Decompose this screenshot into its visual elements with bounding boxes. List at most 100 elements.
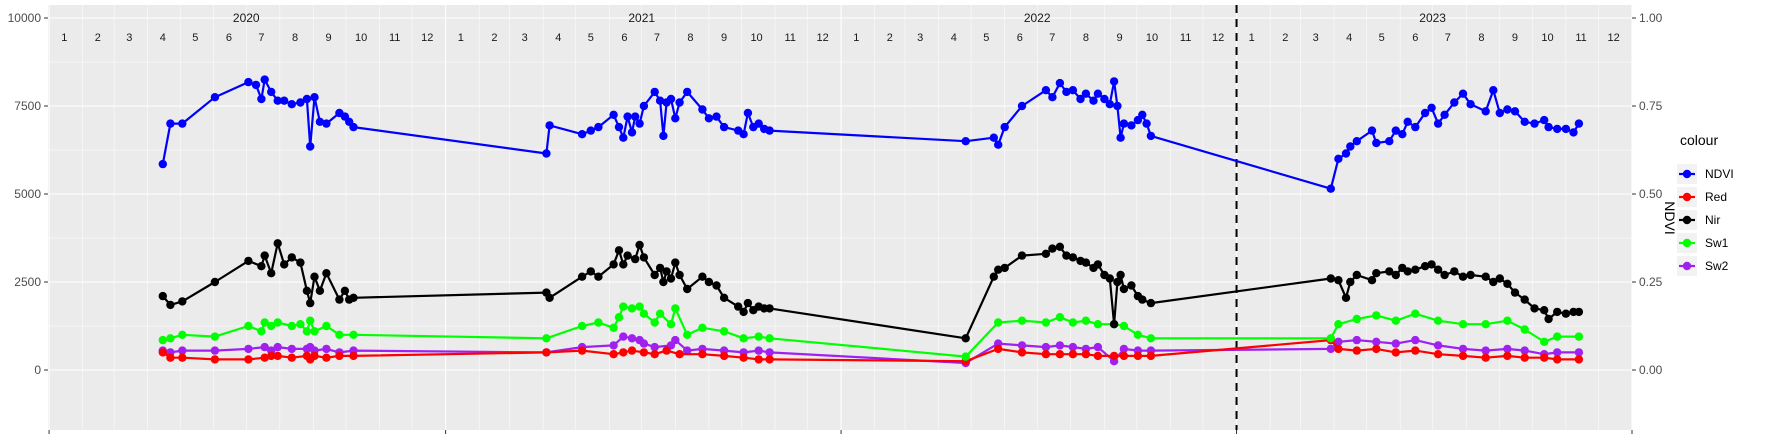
data-point-ndvi [577,130,587,139]
data-point-sw1 [306,316,315,325]
data-point-sw2 [1503,344,1512,354]
data-point-red [322,353,331,362]
data-point-nir [1367,276,1377,285]
data-point-ndvi [1385,137,1394,146]
data-point-ndvi [1093,89,1103,98]
month-label: 12 [421,32,433,44]
data-point-nir [1341,293,1351,302]
data-point-ndvi [1109,77,1119,86]
data-point-red [1503,351,1512,361]
data-point-ndvi [210,93,220,102]
data-point-sw1 [302,327,312,336]
data-point-sw1 [614,313,624,322]
data-point-sw2 [1574,348,1584,357]
data-point-nir [1520,295,1529,304]
data-point-ndvi [609,110,618,120]
panel-background [48,5,1632,430]
data-point-red [698,350,707,359]
data-point-red [1372,344,1381,354]
data-point-sw1 [1334,320,1343,329]
data-point-sw1 [1133,330,1143,339]
data-point-red [1017,348,1027,357]
data-point-ndvi [1458,89,1468,98]
month-label: 10 [750,32,762,44]
data-point-nir [1116,270,1125,280]
data-point-ndvi [302,94,312,104]
data-point-nir [1138,295,1147,304]
data-point-ndvi [1420,108,1430,118]
data-point-red [1119,351,1129,361]
y-left-tick-label: 7500 [14,99,41,113]
y-right-tick-label: 0.25 [1639,275,1663,289]
legend-key-point [1682,192,1692,202]
data-point-ndvi [296,98,305,107]
data-point-sw1 [619,302,628,311]
data-point-ndvi [267,87,276,97]
data-point-nir [1109,320,1119,329]
y-left-tick-label: 0 [34,363,41,377]
month-label: 1 [61,32,67,44]
data-point-sw1 [1119,321,1129,331]
data-point-sw1 [1017,316,1027,325]
y-right-tick-label: 1.00 [1639,11,1663,25]
data-point-sw1 [1081,316,1091,325]
legend-item-sw1: Sw1 [1677,233,1729,253]
data-point-ndvi [635,119,644,128]
data-point-nir [739,307,748,317]
legend-item-red: Red [1677,187,1727,207]
data-point-nir [683,284,692,294]
month-label: 1 [458,32,464,44]
data-point-red [310,351,319,361]
data-point-sw1 [178,330,187,339]
data-point-nir [712,281,721,290]
data-point-nir [1105,274,1115,283]
data-point-sw2 [609,341,618,350]
data-point-nir [662,267,671,276]
data-point-red [267,351,276,361]
data-point-sw1 [1055,313,1065,322]
month-label: 5 [192,32,198,44]
data-point-sw1 [683,330,692,339]
data-point-nir [310,272,319,281]
data-point-red [1146,351,1156,361]
data-point-ndvi [655,96,665,105]
data-point-ndvi [287,100,296,109]
data-point-nir [349,293,358,302]
data-point-sw2 [1068,342,1078,352]
data-point-sw1 [1372,311,1381,320]
month-label: 5 [588,32,594,44]
data-point-red [765,355,774,364]
data-point-nir [1553,307,1562,317]
data-point-ndvi [1540,115,1549,125]
data-point-nir [1372,269,1381,278]
data-point-ndvi [158,159,167,169]
data-point-ndvi [251,80,261,90]
data-point-nir [1450,267,1459,276]
data-point-nir [1458,272,1468,281]
data-point-nir [1055,242,1065,251]
data-point-ndvi [594,122,603,132]
data-point-red [754,355,763,364]
month-label: 3 [1313,32,1319,44]
data-point-red [1334,344,1343,354]
month-label: 10 [1541,32,1553,44]
data-point-nir [594,272,603,281]
data-point-ndvi [1041,86,1051,95]
data-point-sw1 [349,330,358,339]
data-point-red [619,348,628,357]
data-point-red [719,351,729,361]
data-point-nir [659,277,668,287]
data-point-nir [1440,270,1449,280]
data-point-ndvi [1427,103,1436,113]
data-point-red [639,348,649,357]
data-point-red [1055,350,1065,359]
data-point-red [1520,353,1529,362]
month-label: 4 [951,32,957,44]
data-point-red [1458,351,1468,361]
legend: colour NDVI Red Nir Sw1 Sw2 [1677,132,1734,276]
month-label: 5 [983,32,989,44]
data-point-ndvi [739,130,748,139]
data-point-ndvi [1520,117,1529,127]
data-point-nir [1326,274,1336,283]
series-nir [158,239,1584,343]
